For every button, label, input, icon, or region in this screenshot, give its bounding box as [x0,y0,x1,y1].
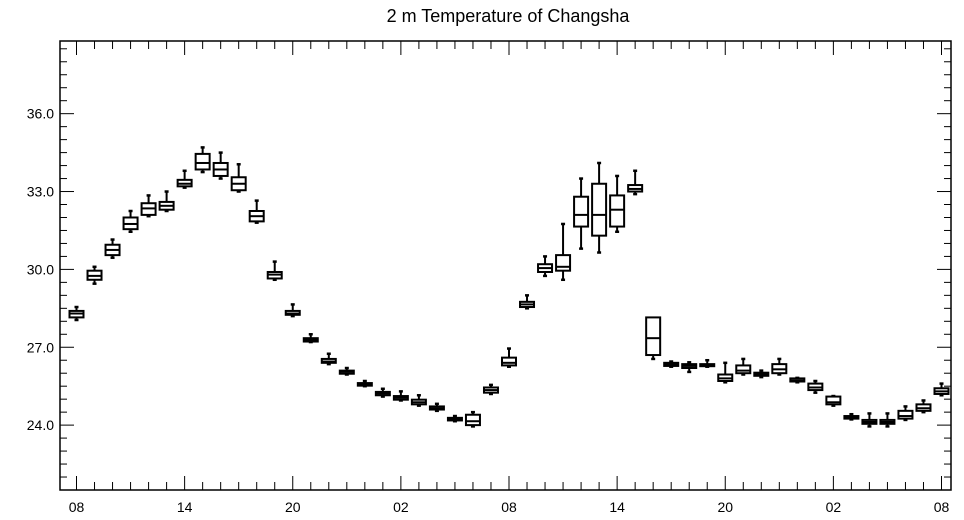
box-plot [807,379,824,394]
box-plot [266,260,283,282]
box-plot [609,174,626,234]
box-body [825,395,842,406]
x-axis: 08 14 20 02 08 14 20 02 08 [69,41,950,515]
box-plot [464,410,481,428]
box-plot [663,360,680,368]
y-axis: 24.0 27.0 30.0 33.0 36.0 [27,48,951,491]
x-tick-label: 02 [826,499,842,515]
y-tick-label: 27.0 [27,339,54,355]
box-plot [645,316,662,361]
box-body [555,254,572,272]
box-plot [915,399,932,414]
box-plot [320,352,337,366]
box-plot [392,390,409,402]
box-plot [410,394,427,407]
x-tick-label: 14 [177,499,193,515]
box-plot [933,382,950,397]
box-plot [501,347,517,368]
box-body [591,182,608,237]
box-plot [861,412,878,428]
box-plot [699,358,716,368]
plot-frame [59,40,952,491]
box-plot [158,190,175,213]
box-series [68,146,950,428]
box-plot [753,369,770,379]
x-tick-label: 08 [934,499,950,515]
x-tick-label: 20 [285,499,301,515]
box-plot [519,294,536,310]
box-plot [356,379,373,388]
box-plot [897,405,914,422]
box-plot [122,209,139,234]
box-plot [573,177,590,250]
y-tick-label: 33.0 [27,184,54,200]
box-body [735,364,752,375]
box-plot [591,161,608,254]
x-tick-label: 14 [609,499,625,515]
box-plot [446,414,463,423]
box-plot [627,169,644,196]
box-plot [735,357,752,376]
x-tick-label: 08 [69,499,85,515]
box-plot [428,402,445,413]
box-body [573,195,590,228]
box-plot [771,357,788,376]
box-plot [248,199,265,224]
box-plot [68,305,85,322]
box-plot [176,169,193,189]
box-body [464,413,481,427]
box-plot [140,194,157,218]
box-plot [681,361,698,374]
box-plot [104,238,121,259]
box-plot [284,303,301,318]
box-plot [374,387,391,398]
y-tick-label: 30.0 [27,261,54,277]
box-body [645,316,662,357]
x-tick-label: 02 [393,499,409,515]
chart-title: 2 m Temperature of Changsha [387,6,631,26]
box-plot [789,376,806,384]
x-tick-label: 20 [717,499,733,515]
box-plot [717,361,734,384]
box-plot [338,366,355,376]
y-tick-label: 24.0 [27,417,54,433]
box-plot [212,151,229,180]
box-plot [230,163,247,193]
box-plot [843,412,860,421]
box-plot [555,222,572,282]
box-body [609,194,626,228]
y-tick-label: 36.0 [27,106,54,122]
x-tick-label: 08 [501,499,517,515]
box-plot [537,255,554,278]
box-plot [194,146,211,174]
box-plot [825,394,842,407]
box-body [897,409,914,420]
box-body [501,356,517,367]
box-plot [302,333,319,344]
box-body [194,152,211,171]
box-plot [86,265,103,285]
box-plot [482,383,499,396]
box-plot [879,412,896,428]
